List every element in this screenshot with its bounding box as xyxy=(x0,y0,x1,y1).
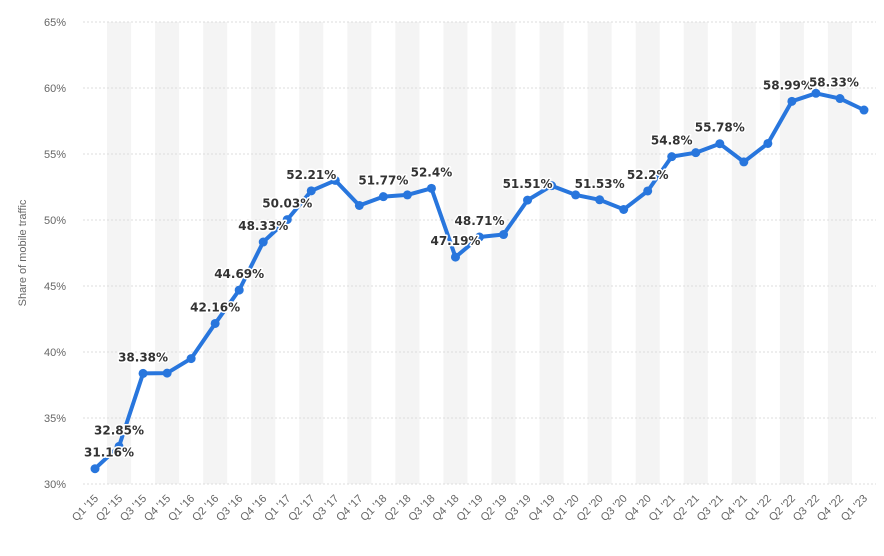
y-tick-label: 40% xyxy=(44,347,66,359)
data-point[interactable] xyxy=(90,464,100,474)
y-axis-label: Share of mobile traffic xyxy=(17,199,29,306)
data-point[interactable] xyxy=(402,190,412,200)
data-point[interactable] xyxy=(595,195,605,205)
plot-band xyxy=(731,22,756,484)
data-point[interactable] xyxy=(114,441,124,451)
data-label: 52.4% xyxy=(411,165,453,179)
data-point[interactable] xyxy=(210,318,220,328)
data-point[interactable] xyxy=(571,190,581,200)
data-label: 48.33% xyxy=(238,219,288,233)
plot-band xyxy=(395,22,420,484)
series-group xyxy=(90,88,869,474)
plot-bands xyxy=(107,22,852,484)
plot-band xyxy=(683,22,708,484)
plot-band xyxy=(539,22,564,484)
y-tick-label: 65% xyxy=(44,17,66,29)
data-point[interactable] xyxy=(547,181,557,191)
data-label: 58.99% xyxy=(763,78,813,92)
y-axis-ticks: 30% 35% 40% 45% 50% 55% 60% 65% xyxy=(44,17,66,491)
x-tick-label: Q1 '23 xyxy=(839,493,870,524)
data-point[interactable] xyxy=(643,186,653,196)
plot-band xyxy=(299,22,324,484)
data-label: 48.71% xyxy=(455,214,505,228)
data-point[interactable] xyxy=(763,138,773,148)
data-point[interactable] xyxy=(282,215,292,225)
data-label: 51.51% xyxy=(503,177,553,191)
data-point[interactable] xyxy=(667,152,677,162)
data-point[interactable] xyxy=(306,186,316,196)
data-point[interactable] xyxy=(739,157,749,167)
data-point[interactable] xyxy=(835,94,845,104)
y-tick-label: 50% xyxy=(44,215,66,227)
data-point[interactable] xyxy=(186,354,196,364)
data-point[interactable] xyxy=(619,204,629,214)
data-point[interactable] xyxy=(426,183,436,193)
plot-band xyxy=(155,22,180,484)
data-labels: 31.16% 32.85% 38.38% 42.16% 44.69% 48.33% 50.0… xyxy=(83,74,861,461)
data-point[interactable] xyxy=(330,175,340,185)
y-tick-label: 60% xyxy=(44,83,66,95)
data-point[interactable] xyxy=(523,195,533,205)
data-point[interactable] xyxy=(787,96,797,106)
plot-band xyxy=(107,22,132,484)
data-label: 32.85% xyxy=(94,423,144,437)
y-tick-label: 30% xyxy=(44,479,66,491)
data-point[interactable] xyxy=(691,148,701,158)
data-point[interactable] xyxy=(499,230,509,240)
data-label: 58.33% xyxy=(809,76,859,90)
plot-band xyxy=(203,22,228,484)
data-label: 50.03% xyxy=(262,197,312,211)
plot-band xyxy=(827,22,852,484)
plot-band xyxy=(587,22,612,484)
plot-band xyxy=(491,22,516,484)
data-label: 52.21% xyxy=(286,168,336,182)
gridlines xyxy=(83,21,876,485)
data-label: 54.8% xyxy=(651,134,693,148)
data-point[interactable] xyxy=(715,139,725,149)
data-point[interactable] xyxy=(450,252,460,262)
data-label: 55.78% xyxy=(695,121,745,135)
data-label: 38.38% xyxy=(118,350,168,364)
data-label: 42.16% xyxy=(190,300,240,314)
plot-band xyxy=(635,22,660,484)
data-point[interactable] xyxy=(811,88,821,98)
data-point[interactable] xyxy=(378,192,388,202)
data-label: 44.69% xyxy=(214,267,264,281)
y-tick-label: 35% xyxy=(44,413,66,425)
plot-band xyxy=(251,22,276,484)
y-tick-label: 55% xyxy=(44,149,66,161)
data-point[interactable] xyxy=(354,200,364,210)
data-point[interactable] xyxy=(162,368,172,378)
data-label: 31.16% xyxy=(84,446,134,460)
y-tick-label: 45% xyxy=(44,281,66,293)
data-point[interactable] xyxy=(258,237,268,247)
data-label: 51.77% xyxy=(358,174,408,188)
data-point[interactable] xyxy=(234,285,244,295)
data-point[interactable] xyxy=(138,368,148,378)
data-point[interactable] xyxy=(475,232,484,242)
data-label: 47.19% xyxy=(430,234,480,248)
data-label: 51.53% xyxy=(575,177,625,191)
data-point[interactable] xyxy=(859,105,869,115)
data-label: 52.2% xyxy=(627,168,669,182)
plot-band xyxy=(347,22,372,484)
